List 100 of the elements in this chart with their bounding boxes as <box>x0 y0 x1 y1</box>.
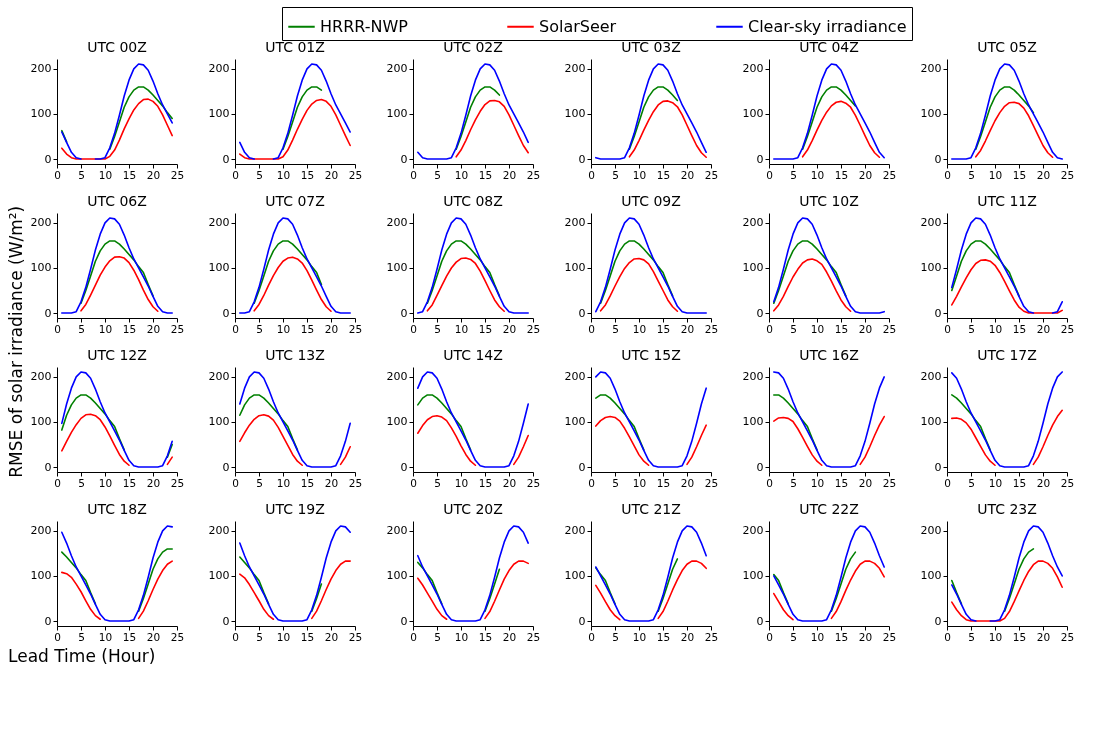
x-tick-label: 15 <box>478 168 493 181</box>
x-tick-label: 15 <box>478 322 493 335</box>
x-tick-label: 25 <box>348 476 363 489</box>
line-series <box>595 371 707 468</box>
line-series <box>417 371 529 468</box>
x-tick-label: 25 <box>526 322 541 335</box>
x-tick-label: 5 <box>612 322 619 335</box>
x-tick-label: 10 <box>276 322 291 335</box>
chart-title: UTC 18Z <box>87 501 147 517</box>
x-tick-label: 5 <box>78 168 85 181</box>
x-tick-label: 0 <box>766 630 773 643</box>
y-tick-label: 0 <box>578 460 586 474</box>
line-series <box>951 63 1063 160</box>
x-tick-label: 15 <box>834 476 849 489</box>
x-tick-label: 0 <box>410 630 417 643</box>
x-tick-label: 25 <box>348 168 363 181</box>
x-tick-label: 0 <box>54 476 61 489</box>
x-tick-label: 25 <box>704 630 719 643</box>
x-tick-label: 5 <box>968 168 975 181</box>
line-series <box>426 257 505 313</box>
x-tick-label: 15 <box>656 322 671 335</box>
y-tick-label: 200 <box>920 524 942 538</box>
x-tick-label: 0 <box>588 322 595 335</box>
line-series <box>80 255 159 313</box>
y-tick-label: 200 <box>920 216 942 230</box>
x-tick-label: 10 <box>454 630 469 643</box>
x-tick-label: 0 <box>588 168 595 181</box>
x-tick-label: 0 <box>766 322 773 335</box>
x-tick-label: 0 <box>766 476 773 489</box>
y-tick-label: 0 <box>400 152 408 166</box>
chart-title: UTC 20Z <box>443 501 503 517</box>
y-tick-label: 0 <box>222 614 230 628</box>
chart-title: UTC 23Z <box>977 501 1037 517</box>
x-tick-label: 5 <box>434 476 441 489</box>
y-tick-label: 200 <box>564 524 586 538</box>
y-tick-label: 200 <box>208 524 230 538</box>
x-tick-label: 0 <box>232 630 239 643</box>
x-tick-label: 25 <box>1060 476 1075 489</box>
line-series <box>628 86 679 150</box>
y-tick-label: 100 <box>208 107 230 121</box>
x-tick-label: 10 <box>98 630 113 643</box>
x-tick-label: 25 <box>170 476 185 489</box>
y-tick-label: 200 <box>386 62 408 76</box>
x-tick-label: 0 <box>944 168 951 181</box>
legend-label: HRRR-NWP <box>320 16 409 36</box>
y-tick-label: 100 <box>30 107 52 121</box>
x-tick-label: 0 <box>588 476 595 489</box>
line-series <box>61 525 173 622</box>
x-tick-label: 15 <box>834 322 849 335</box>
x-tick-label: 20 <box>858 168 873 181</box>
x-tick-label: 10 <box>988 630 1003 643</box>
chart-title: UTC 04Z <box>799 39 859 55</box>
x-tick-label: 0 <box>944 476 951 489</box>
x-tick-label: 0 <box>410 476 417 489</box>
x-tick-label: 25 <box>170 322 185 335</box>
line-series <box>595 217 707 314</box>
y-tick-label: 0 <box>934 614 942 628</box>
x-tick-label: 0 <box>232 476 239 489</box>
y-tick-label: 200 <box>30 216 52 230</box>
line-series <box>455 99 529 158</box>
x-tick-label: 0 <box>232 322 239 335</box>
y-tick-label: 100 <box>30 569 52 583</box>
chart-title: UTC 10Z <box>799 193 859 209</box>
y-tick-label: 100 <box>30 261 52 275</box>
x-tick-label: 0 <box>410 168 417 181</box>
y-tick-label: 200 <box>30 370 52 384</box>
chart-title: UTC 03Z <box>621 39 681 55</box>
x-tick-label: 10 <box>810 168 825 181</box>
y-tick-label: 0 <box>44 152 52 166</box>
x-tick-label: 5 <box>256 630 263 643</box>
chart-title: UTC 12Z <box>87 347 147 363</box>
y-tick-label: 100 <box>920 415 942 429</box>
x-tick-label: 10 <box>276 168 291 181</box>
x-tick-label: 5 <box>256 322 263 335</box>
x-tick-label: 5 <box>790 168 797 181</box>
y-tick-label: 0 <box>934 152 942 166</box>
y-axis-title: RMSE of solar irradiance (W/m²) <box>6 205 26 478</box>
line-series <box>599 257 679 313</box>
x-tick-label: 20 <box>324 476 339 489</box>
line-series <box>426 240 501 304</box>
x-tick-label: 25 <box>526 630 541 643</box>
line-series <box>417 217 529 314</box>
y-tick-label: 100 <box>30 415 52 429</box>
y-tick-label: 0 <box>44 306 52 320</box>
y-tick-label: 100 <box>742 261 764 275</box>
line-series <box>455 86 501 150</box>
x-tick-label: 25 <box>1060 322 1075 335</box>
line-series <box>951 560 1063 622</box>
x-tick-label: 5 <box>78 322 85 335</box>
x-tick-label: 15 <box>478 476 493 489</box>
line-series <box>773 394 818 451</box>
chart-title: UTC 06Z <box>87 193 147 209</box>
x-tick-label: 10 <box>98 168 113 181</box>
x-tick-label: 5 <box>968 322 975 335</box>
chart-title: UTC 13Z <box>265 347 325 363</box>
y-tick-label: 0 <box>400 614 408 628</box>
y-tick-label: 100 <box>386 107 408 121</box>
x-tick-label: 0 <box>944 630 951 643</box>
x-tick-label: 10 <box>98 322 113 335</box>
x-tick-label: 10 <box>632 168 647 181</box>
